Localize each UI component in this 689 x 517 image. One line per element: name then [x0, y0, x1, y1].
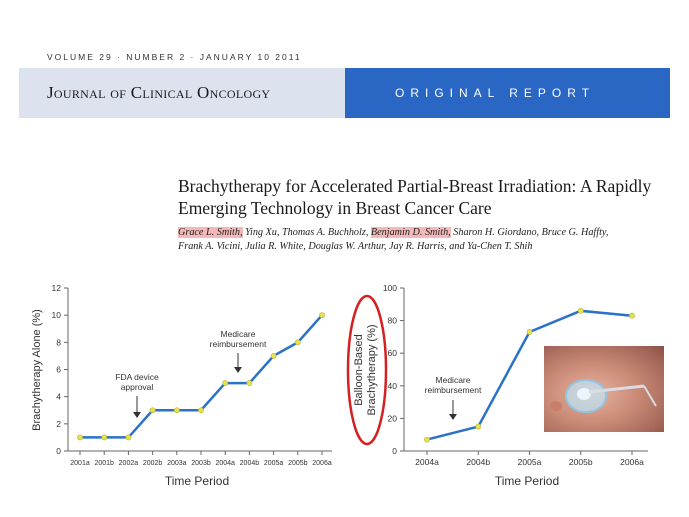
- x-tick-label: 2006a: [620, 457, 644, 467]
- journal-name: Journal of Clinical Oncology: [47, 83, 271, 102]
- x-tick-label: 2004b: [240, 460, 260, 467]
- y-tick-label: 10: [52, 310, 62, 320]
- section-label: ORIGINAL REPORT: [395, 86, 596, 100]
- data-point: [629, 312, 635, 319]
- x-tick-label: 2006a: [312, 460, 332, 467]
- data-point: [270, 353, 277, 359]
- y-tick-label: 8: [56, 337, 61, 347]
- data-point: [526, 329, 533, 335]
- x-axis-label: Time Period: [495, 474, 559, 488]
- y-axis-label-line1: Balloon-Based: [353, 334, 365, 406]
- photo-illustration: [550, 379, 657, 413]
- annotation-fda-line2: approval: [121, 382, 154, 392]
- article-title: Brachytherapy for Accelerated Partial-Br…: [178, 176, 652, 218]
- author-highlight-benjamin-smith: Benjamin D. Smith,: [370, 227, 451, 238]
- annotation-medicare-line1: Medicare: [436, 375, 471, 385]
- annotation-arrowhead: [234, 367, 242, 373]
- section-banner: [345, 68, 670, 118]
- balloon-device-photo: [544, 346, 664, 432]
- x-tick-label: 2002b: [143, 460, 163, 467]
- data-point: [475, 423, 482, 430]
- y-tick-label: 80: [388, 316, 398, 326]
- data-point: [424, 436, 430, 443]
- volume-line: VOLUME 29 · NUMBER 2 · JANUARY 10 2011: [47, 52, 302, 62]
- data-point: [294, 339, 301, 346]
- annotation-arrowhead: [449, 414, 457, 420]
- x-tick-label: 2005a: [264, 460, 284, 467]
- data-point: [222, 380, 229, 386]
- x-tick-label: 2005b: [288, 460, 308, 467]
- x-tick-label: 2001b: [94, 460, 114, 467]
- y-tick-label: 60: [388, 348, 398, 358]
- author-text: Ying Xu, Thomas A. Buchholz,: [242, 227, 371, 238]
- data-point: [319, 312, 325, 319]
- y-tick-label: 20: [388, 413, 398, 423]
- data-point: [77, 434, 83, 441]
- annotation-medicare-line2: reimbursement: [425, 385, 482, 395]
- author-text: Frank A. Vicini, Julia R. White, Douglas…: [178, 241, 533, 252]
- annotation-medicare-line1: Medicare: [221, 329, 256, 339]
- y-tick-label: 40: [388, 381, 398, 391]
- x-tick-label: 2005a: [518, 457, 542, 467]
- y-tick-label: 12: [52, 283, 62, 293]
- x-tick-label: 2003a: [167, 460, 187, 467]
- data-point: [246, 380, 253, 386]
- author-list: Grace L. Smith, Ying Xu, Thomas A. Buchh…: [178, 226, 678, 254]
- data-point: [198, 407, 204, 414]
- x-tick-label: 2004a: [415, 457, 439, 467]
- x-tick-label: 2004b: [466, 457, 490, 467]
- data-point: [101, 434, 108, 441]
- y-axis-label-line2: Brachytherapy (%): [366, 324, 378, 415]
- y-tick-label: 100: [383, 283, 397, 293]
- y-tick-label: 6: [56, 365, 61, 375]
- annotation-medicare-line2: reimbursement: [210, 339, 267, 349]
- x-tick-label: 2005b: [569, 457, 593, 467]
- author-highlight-grace-smith: Grace L. Smith,: [178, 227, 243, 238]
- x-tick-label: 2004a: [215, 460, 235, 467]
- y-tick-label: 0: [56, 446, 61, 456]
- x-tick-label: 2003b: [191, 460, 211, 467]
- y-tick-label: 2: [56, 419, 61, 429]
- data-point: [173, 407, 180, 414]
- x-tick-label: 2002a: [119, 460, 139, 467]
- y-axis-label: Brachytherapy Alone (%): [31, 309, 43, 431]
- author-text: Sharon H. Giordano, Bruce G. Haffty,: [450, 227, 609, 238]
- annotation-arrowhead: [133, 412, 141, 418]
- journal-banner: [19, 68, 345, 118]
- x-tick-label: 2001a: [70, 460, 90, 467]
- data-point: [577, 307, 584, 314]
- annotation-fda-line1: FDA device: [115, 372, 159, 382]
- red-circle-highlight: [346, 294, 388, 446]
- y-tick-label: 0: [392, 446, 397, 456]
- data-point: [125, 434, 132, 441]
- x-axis-label: Time Period: [165, 474, 229, 488]
- data-point: [149, 407, 156, 414]
- y-tick-label: 4: [56, 392, 61, 402]
